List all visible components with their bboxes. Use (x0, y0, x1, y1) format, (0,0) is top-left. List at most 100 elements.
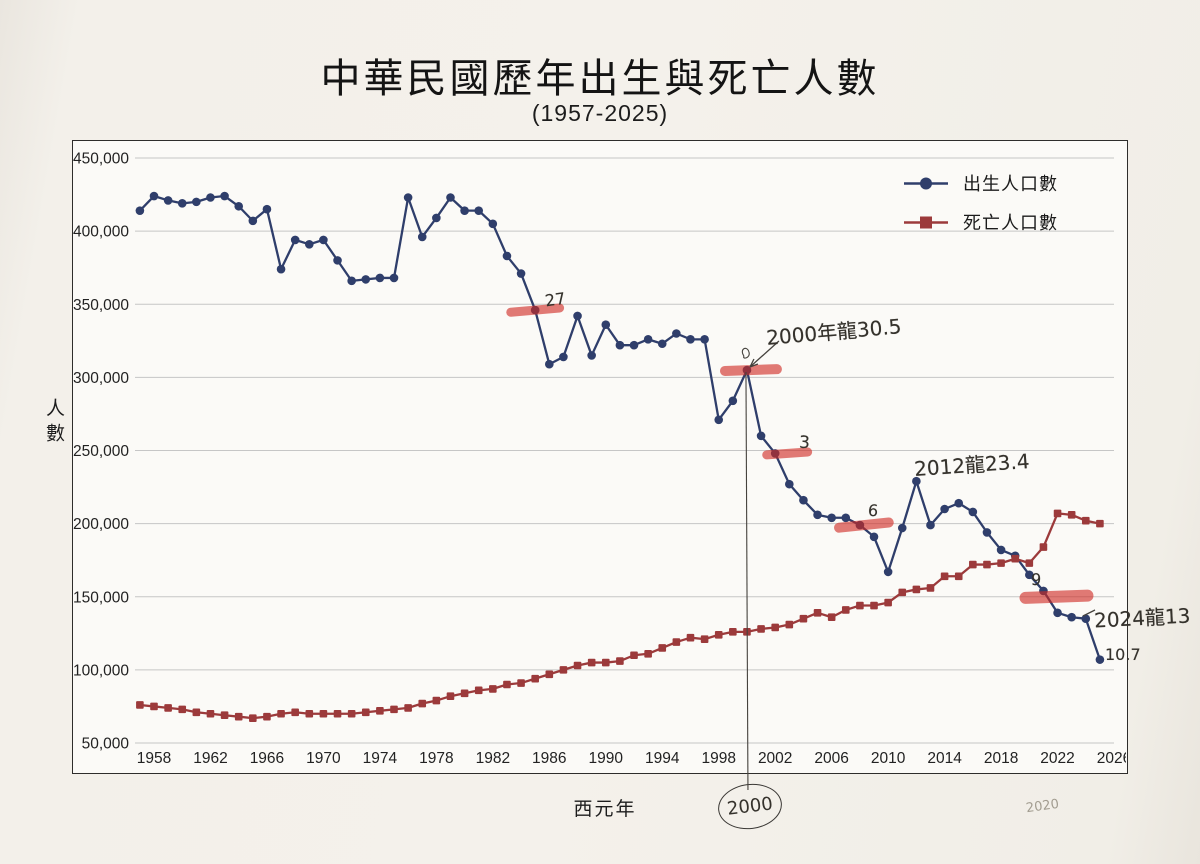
death-data-point (249, 714, 257, 722)
birth-data-point (601, 320, 611, 330)
highlighter-mark (1019, 589, 1094, 604)
handwritten-circled-year: 2000 (715, 780, 785, 833)
death-data-point (460, 689, 469, 698)
death-data-point (644, 649, 652, 658)
birth-data-point (460, 206, 469, 215)
x-tick-label: 1990 (589, 750, 624, 767)
x-tick-label: 1978 (419, 750, 453, 767)
birth-data-point (657, 339, 667, 349)
death-data-point (474, 686, 483, 695)
birth-data-point (347, 276, 356, 286)
death-data-point (672, 638, 681, 646)
birth-data-point (516, 269, 526, 278)
birth-data-point (220, 191, 229, 201)
x-tick-label: 1958 (137, 750, 171, 767)
birth-data-point (163, 196, 173, 205)
death-data-point (799, 614, 808, 623)
death-data-point (319, 709, 328, 718)
birth-data-point (206, 193, 215, 202)
death-data-point (771, 623, 779, 632)
handwritten-note: 27 (543, 288, 567, 311)
death-data-point (164, 704, 172, 712)
death-data-point (983, 560, 991, 569)
birth-data-point (897, 523, 907, 533)
y-tick-label: 50,000 (82, 736, 130, 753)
death-data-point (940, 572, 949, 581)
death-data-point (263, 712, 271, 721)
birth-data-point (1081, 614, 1091, 623)
birth-data-point (432, 213, 441, 223)
birth-data-point (333, 256, 342, 265)
death-data-point (997, 559, 1005, 567)
y-tick-label: 450,000 (73, 151, 129, 168)
death-data-point (884, 598, 892, 607)
birth-data-point (1053, 608, 1062, 618)
birth-data-point (643, 335, 653, 344)
chart-subtitle: (1957-2025) (531, 100, 669, 126)
highlighter-mark (719, 364, 782, 376)
y-axis-title: 人數 (43, 398, 64, 448)
birth-series-marker-icon (904, 177, 948, 189)
x-tick-label: 2018 (984, 750, 1018, 767)
death-data-point (432, 696, 441, 705)
x-tick-label: 1998 (701, 750, 735, 767)
death-data-point (347, 709, 356, 718)
birth-data-point (883, 567, 893, 577)
death-data-point (856, 601, 864, 610)
death-data-point (729, 628, 737, 636)
death-data-point (898, 588, 907, 597)
legend: 出生人口數 死亡人口數 (903, 170, 1121, 235)
x-axis-title: 西元年 (573, 799, 637, 820)
birth-data-point (587, 351, 596, 360)
death-data-point (587, 658, 596, 667)
x-tick-label: 2014 (927, 750, 962, 767)
death-line (139, 512, 1101, 720)
birth-data-point (262, 204, 272, 214)
death-data-point (1053, 509, 1062, 518)
y-tick-label: 350,000 (73, 297, 129, 314)
x-tick-label: 1974 (363, 750, 398, 767)
birth-data-point (234, 201, 244, 211)
death-data-point (616, 657, 624, 665)
birth-line (139, 194, 1101, 661)
x-tick-label: 1970 (306, 750, 341, 767)
death-data-point (489, 685, 497, 693)
x-tick-label: 1994 (645, 750, 680, 767)
death-data-point (333, 709, 342, 718)
highlighter-mark (834, 517, 894, 533)
birth-data-point (954, 498, 964, 508)
birth-data-point (615, 340, 625, 350)
legend-item-births: 出生人口數 (903, 170, 1121, 196)
handwritten-note: 10.7 (1105, 645, 1141, 664)
death-data-point (700, 635, 709, 643)
death-data-point (658, 644, 667, 652)
x-tick-label: 2022 (1040, 750, 1074, 767)
birth-data-point (502, 251, 512, 261)
death-data-point (926, 584, 935, 592)
birth-data-point (149, 191, 159, 201)
birth-data-point (248, 216, 258, 226)
handwritten-note: 6 (867, 500, 879, 521)
birth-data-point (756, 431, 766, 441)
handwritten-note: 2024龍13 (1093, 603, 1191, 633)
birth-data-point (1025, 570, 1034, 580)
plot-area: 450,000 400,000 350,000 300,000 250,000 200,0… (72, 140, 1128, 774)
birth-data-point (559, 352, 568, 362)
x-tick-label: 1966 (250, 750, 284, 767)
birth-data-point (417, 232, 427, 242)
death-data-point (559, 666, 568, 674)
birth-data-point (474, 206, 484, 215)
birth-data-point (446, 193, 455, 202)
death-data-point (1011, 554, 1019, 563)
death-data-point (714, 630, 723, 639)
death-data-point (418, 699, 427, 708)
birth-data-point (714, 415, 724, 425)
death-data-point (841, 606, 850, 614)
death-data-point (827, 613, 836, 622)
legend-item-deaths: 死亡人口數 (903, 209, 1121, 235)
birth-data-point (686, 335, 695, 344)
birth-data-point (728, 396, 738, 406)
line-chart: 450,000400,000350,000300,000250,000200,0… (73, 151, 1126, 768)
death-data-point (1025, 559, 1034, 567)
birth-data-point (319, 235, 328, 245)
